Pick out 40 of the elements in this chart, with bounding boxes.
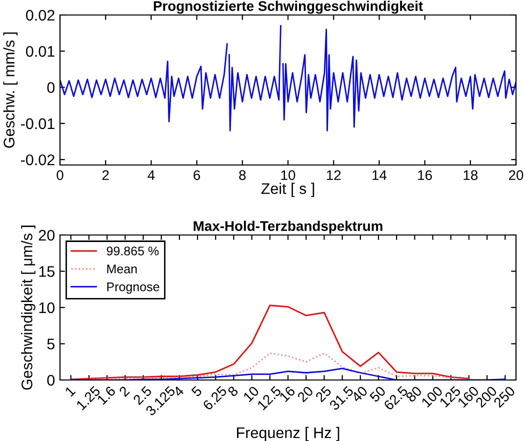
x-axis-title: Zeit [ s ] bbox=[261, 182, 314, 198]
legend-label: 99.865 % bbox=[106, 246, 159, 256]
y-tick-label: 0 bbox=[47, 82, 55, 93]
legend-label: Mean bbox=[107, 264, 137, 274]
y-axis-title: Geschwindigkeit [ μm/s ] bbox=[21, 226, 36, 390]
x-tick-label: 10 bbox=[281, 170, 296, 180]
x-tick-label: 16 bbox=[418, 170, 432, 180]
x-tick-label: 2 bbox=[102, 170, 109, 180]
x-tick-label: 1 bbox=[64, 386, 76, 397]
legend-label: Prognose bbox=[107, 282, 160, 294]
x-tick-label: 2 bbox=[118, 386, 130, 397]
y-tick-label: 10 bbox=[39, 302, 55, 314]
y-tick-label: 0.01 bbox=[26, 46, 54, 57]
x-tick-label: 14 bbox=[372, 170, 387, 180]
y-tick-label: 0 bbox=[47, 374, 55, 386]
y-tick-label: -0.02 bbox=[21, 154, 54, 166]
x-tick-label: 0 bbox=[56, 170, 64, 180]
x-tick-label: 12 bbox=[326, 170, 341, 180]
x-tick-label: 8 bbox=[227, 386, 239, 398]
x-tick-label: 4 bbox=[148, 170, 155, 180]
y-tick-label: -0.01 bbox=[21, 118, 54, 130]
x-tick-label: 1.6 bbox=[96, 386, 116, 405]
x-tick-label: 6.25 bbox=[202, 386, 228, 411]
x-tick-label: 5 bbox=[190, 386, 202, 398]
chart-title: Max-Hold-Terzbandspektrum bbox=[194, 220, 382, 234]
y-tick-label: 20 bbox=[38, 230, 55, 241]
y-tick-label: 0.02 bbox=[26, 10, 54, 21]
y-axis-title: Geschw. [ mm/s ] bbox=[3, 32, 18, 148]
line-series bbox=[70, 304, 470, 380]
x-tick-label: 20 bbox=[296, 386, 314, 403]
x-tick-label: 18 bbox=[464, 170, 478, 180]
y-tick-label: 15 bbox=[39, 266, 54, 277]
chart-title: Prognostizierte Schwinggeschwindigkeit bbox=[154, 0, 423, 14]
x-tick-label: 10 bbox=[242, 386, 260, 402]
x-axis-title: Frequenz [ Hz ] bbox=[237, 426, 340, 441]
x-tick-label: 25 bbox=[314, 386, 332, 403]
x-tick-label: 8 bbox=[239, 170, 246, 180]
y-tick-label: 5 bbox=[47, 338, 54, 350]
x-tick-label: 20 bbox=[508, 170, 524, 180]
x-tick-label: 6 bbox=[194, 170, 200, 180]
